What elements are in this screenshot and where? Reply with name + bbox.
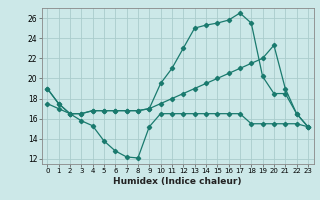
- X-axis label: Humidex (Indice chaleur): Humidex (Indice chaleur): [113, 177, 242, 186]
